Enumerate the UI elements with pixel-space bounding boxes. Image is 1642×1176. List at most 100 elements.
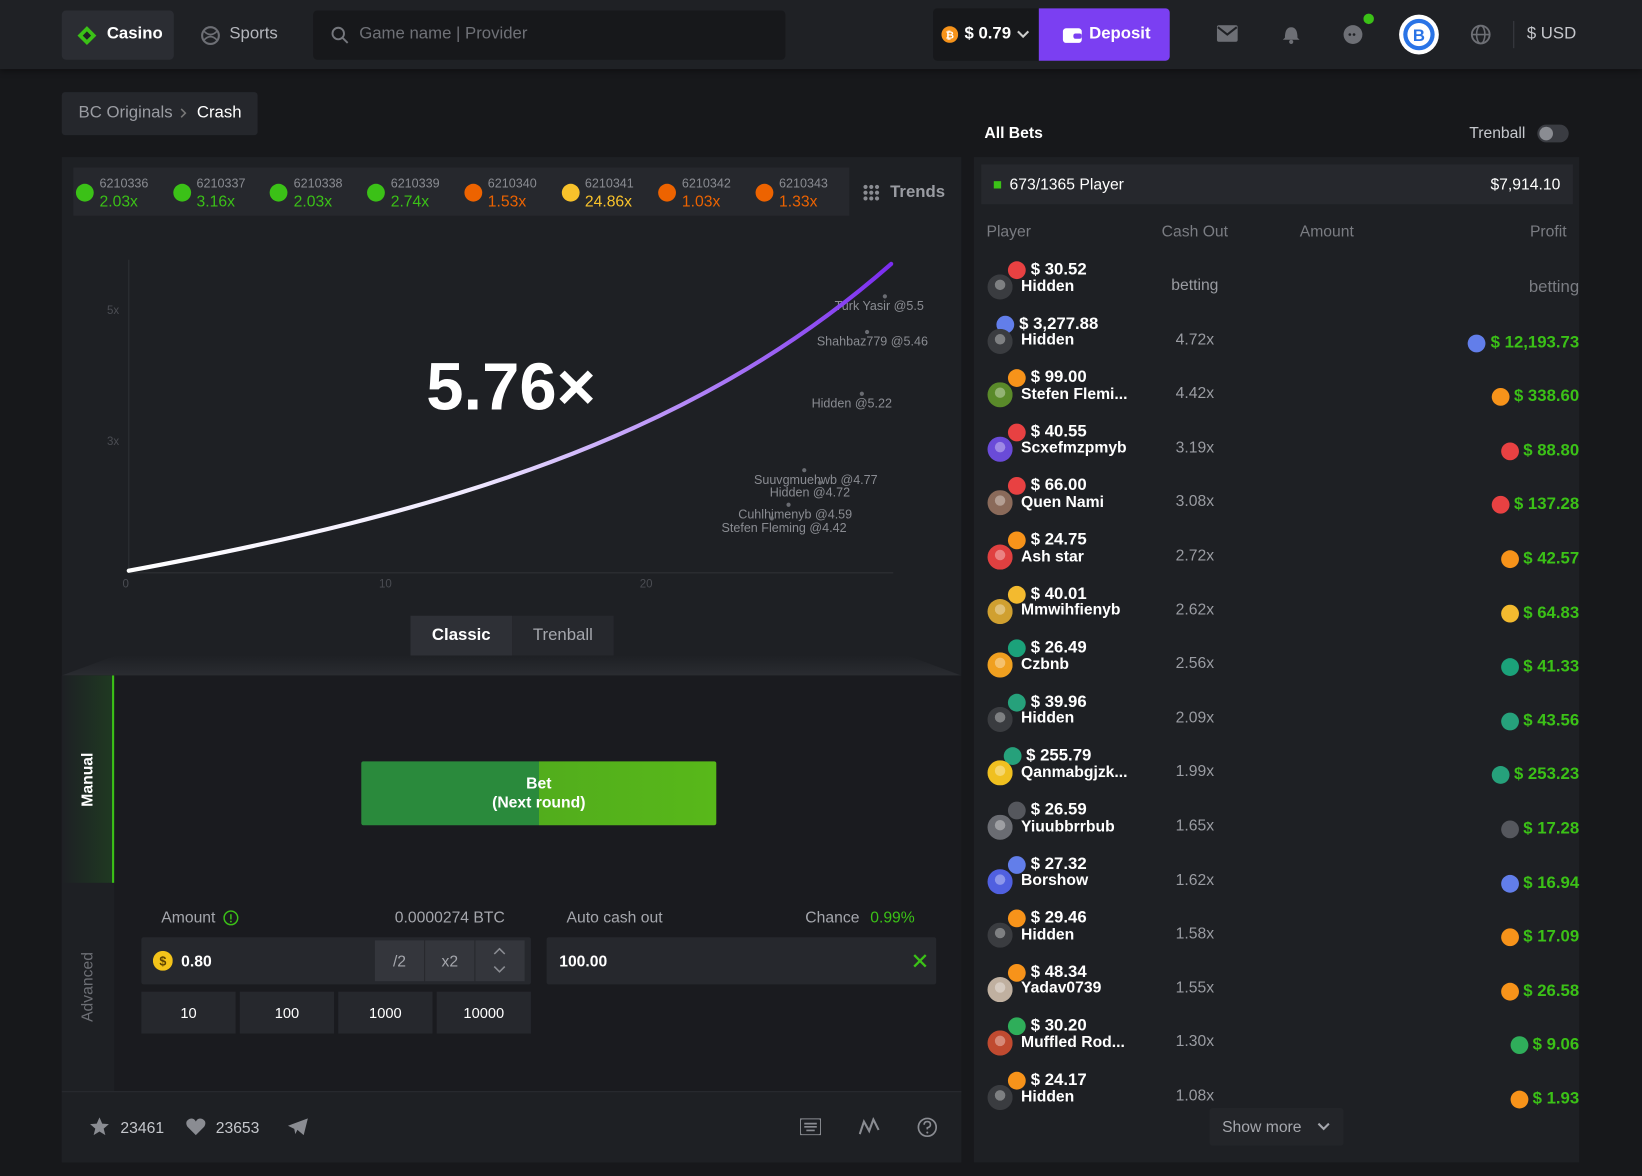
player-name[interactable]: Stefen Flemi... — [1021, 385, 1128, 403]
player-name[interactable]: Qanmabgjzk... — [1021, 763, 1128, 782]
player-avatar-part — [994, 711, 1006, 723]
player-name[interactable]: Borshow — [1021, 871, 1089, 890]
keyboard-icon[interactable] — [800, 1118, 822, 1136]
history-item[interactable]: 6210338 2.03x — [270, 168, 364, 216]
preset-button[interactable]: 100 — [239, 991, 335, 1034]
auto-cash-out-input[interactable]: 100.00 — [546, 937, 937, 985]
stepper[interactable] — [475, 940, 525, 982]
chart-icon[interactable] — [858, 1117, 880, 1136]
player-name[interactable]: Ash star — [1021, 547, 1084, 565]
avatar[interactable]: B — [1398, 14, 1440, 56]
star-icon[interactable] — [90, 1117, 109, 1136]
trends-icon-part — [869, 196, 874, 201]
breadcrumb-link[interactable]: BC Originals — [78, 103, 173, 122]
casino-icon — [77, 26, 97, 46]
preset-button[interactable]: 10 — [141, 991, 236, 1034]
breadcrumb-sep — [180, 108, 187, 118]
history-dot — [75, 183, 94, 202]
profit: $ 17.09 — [1523, 928, 1580, 946]
player-name[interactable]: Mmwihfienyb — [1021, 601, 1121, 619]
player-name[interactable]: Hidden — [1021, 276, 1075, 295]
history-item[interactable]: 6210342 1.03x — [658, 168, 752, 216]
heart-icon[interactable] — [185, 1117, 206, 1136]
history-item[interactable]: 6210341 24.86x — [561, 168, 655, 216]
preset-button[interactable]: 1000 — [338, 991, 433, 1034]
history-item[interactable]: 6210339 2.74x — [367, 168, 461, 216]
amount: $ 24.75 — [1030, 530, 1087, 549]
player-name[interactable]: Hidden — [1021, 331, 1075, 349]
coin-icon-part — [941, 26, 959, 43]
player-avatar-part — [994, 603, 1006, 615]
cash-out: betting — [1171, 276, 1219, 295]
player-name[interactable]: Yadav0739 — [1021, 979, 1102, 998]
player-name[interactable]: Hidden — [1021, 925, 1075, 944]
globe-icon[interactable] — [1470, 24, 1491, 45]
coin-icon — [1500, 820, 1519, 839]
player-name[interactable]: Scxefmzpmyb — [1021, 439, 1127, 457]
coin-icon — [1500, 712, 1519, 731]
chevron-part — [1017, 30, 1030, 39]
profit-cell: $ 9.06 — [974, 1036, 1579, 1055]
profit-cell: $ 42.57 — [974, 550, 1579, 569]
amount-input[interactable]: $0.80/2 x2 — [141, 937, 531, 985]
bet-row: Ash star 2.72x $ 24.75 $ 42.57 — [974, 531, 1579, 581]
player-name[interactable]: Quen Nami — [1021, 493, 1104, 511]
nav-casino[interactable]: Casino — [61, 10, 174, 60]
trends-button[interactable]: Trends — [860, 172, 954, 214]
mode-tab[interactable]: Trenball — [512, 615, 614, 656]
history-item[interactable]: 6210340 1.53x — [464, 168, 558, 216]
telegram-icon[interactable] — [287, 1117, 309, 1136]
amount-cell: $ 66.00 — [974, 477, 1121, 496]
cash-out: 2.62x — [1175, 600, 1215, 619]
history-id: 6210336 — [99, 175, 149, 191]
player-avatar-part — [994, 982, 1006, 993]
chance-label: Chance — [805, 908, 860, 927]
show-more[interactable]: Show more — [1209, 1107, 1344, 1146]
mail-icon[interactable] — [1216, 25, 1238, 42]
coin-face — [1500, 658, 1519, 677]
deposit-button[interactable]: Deposit — [1038, 8, 1170, 61]
coin-face — [1510, 1036, 1528, 1055]
double-button[interactable]: x2 — [425, 940, 475, 982]
bell-icon[interactable] — [1281, 23, 1302, 44]
tab-advanced[interactable]: Advanced — [62, 883, 114, 1091]
profit-cell: $ 64.83 — [974, 604, 1579, 623]
x-axis-label: 20 — [640, 578, 653, 590]
coin-face — [1468, 334, 1486, 352]
profit: $ 137.28 — [1513, 495, 1580, 514]
player-name[interactable]: Czbnb — [1021, 655, 1070, 674]
history-item[interactable]: 6210343 1.33x — [755, 168, 849, 216]
stage-edge — [61, 655, 962, 676]
tab-manual[interactable]: Manual — [61, 675, 115, 883]
player-avatar — [987, 382, 1013, 408]
coin-icon — [1008, 1017, 1027, 1036]
clear-icon[interactable] — [913, 954, 927, 968]
balance[interactable]: ₿ $ 0.79 — [933, 8, 1039, 61]
telegram-icon-part — [287, 1118, 308, 1136]
coin-icon — [1008, 693, 1027, 712]
current-multiplier: 5.76× — [426, 349, 596, 424]
player-name[interactable]: Hidden — [1021, 1087, 1075, 1106]
bet-row: Qanmabgjzk... 1.99x $ 255.79 $ 253.23 — [974, 747, 1579, 797]
profit-cell: $ 17.28 — [974, 820, 1579, 839]
history-item[interactable]: 6210336 2.03x — [75, 168, 169, 216]
chat-icon[interactable] — [1343, 13, 1377, 47]
profit: $ 16.94 — [1523, 873, 1580, 892]
player-name[interactable]: Yiuubbrrbub — [1021, 817, 1115, 836]
toggle-switch[interactable] — [1537, 124, 1569, 143]
preset-button[interactable]: 10000 — [436, 991, 531, 1034]
half-button[interactable]: /2 — [374, 940, 425, 982]
help-icon-part — [923, 1120, 932, 1130]
search-box[interactable]: Game name | Provider — [313, 10, 786, 60]
cash-out: 1.30x — [1175, 1032, 1215, 1051]
coin-icon — [1500, 928, 1519, 947]
player-name[interactable]: Hidden — [1021, 709, 1075, 728]
player-name[interactable]: Muffled Rod... — [1021, 1033, 1125, 1052]
bet-button[interactable]: Bet (Next round) — [361, 761, 717, 826]
history-item[interactable]: 6210337 3.16x — [172, 168, 266, 216]
wallet-icon-part — [1062, 28, 1082, 43]
nav-sports[interactable]: Sports — [188, 10, 298, 59]
mode-tab[interactable]: Classic — [410, 615, 513, 656]
currency[interactable]: $ USD — [1526, 25, 1577, 43]
history-multiplier: 1.03x — [681, 192, 721, 210]
